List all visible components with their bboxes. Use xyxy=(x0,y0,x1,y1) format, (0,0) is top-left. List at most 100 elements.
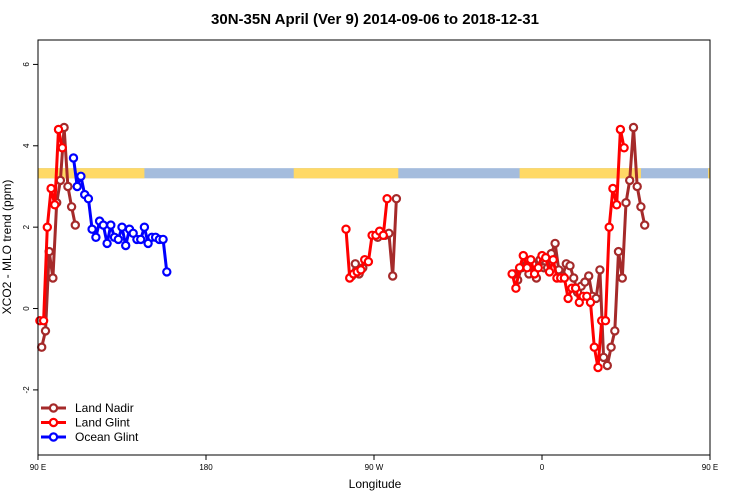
data-point xyxy=(533,263,544,273)
data-point xyxy=(518,250,529,261)
x-tick-label: 90 W xyxy=(365,463,384,472)
data-point xyxy=(76,171,86,181)
data-point xyxy=(55,175,66,186)
x-tick-label: 180 xyxy=(199,463,213,472)
data-point xyxy=(584,271,594,281)
x-axis-title: Longitude xyxy=(349,477,402,491)
data-point xyxy=(117,222,127,232)
data-point xyxy=(548,255,558,265)
data-point xyxy=(617,273,628,283)
x-tick-label: 90 E xyxy=(30,463,46,472)
y-tick-label: 0 xyxy=(22,306,31,311)
data-point xyxy=(621,197,631,208)
data-point xyxy=(50,200,60,210)
data-point xyxy=(341,224,351,234)
data-point xyxy=(550,238,560,249)
data-point xyxy=(615,124,626,135)
data-point xyxy=(91,232,101,242)
data-point xyxy=(544,267,555,277)
series-layer xyxy=(35,122,650,373)
data-point xyxy=(120,240,131,251)
data-point xyxy=(636,202,646,212)
data-point xyxy=(585,297,596,308)
data-point xyxy=(70,220,81,230)
data-point xyxy=(83,193,94,204)
data-point xyxy=(563,293,573,304)
y-axis: -2 0 2 4 6 xyxy=(22,62,38,394)
data-point xyxy=(53,124,64,135)
data-point xyxy=(63,181,73,192)
data-point xyxy=(632,181,642,192)
legend-marker xyxy=(48,432,59,442)
y-tick-label: 2 xyxy=(22,224,31,229)
data-point xyxy=(593,362,603,373)
data-point xyxy=(68,153,79,163)
data-point xyxy=(598,352,609,363)
data-point xyxy=(628,122,639,133)
y-tick-label: 6 xyxy=(22,62,31,67)
chart-title: 30N-35N April (Ver 9) 2014-09-06 to 2018… xyxy=(211,11,539,28)
data-point xyxy=(602,360,613,371)
land-band-segment xyxy=(708,168,710,179)
data-point xyxy=(378,230,388,240)
land-band-segment xyxy=(38,168,145,179)
data-point xyxy=(600,316,611,326)
data-point xyxy=(570,283,581,293)
data-point xyxy=(511,283,521,293)
data-point xyxy=(72,181,82,192)
series-land-glint xyxy=(35,124,629,373)
data-point xyxy=(113,234,124,245)
data-point xyxy=(522,263,532,273)
data-point xyxy=(507,269,517,279)
data-point xyxy=(613,246,624,257)
data-point xyxy=(57,143,68,153)
data-point xyxy=(610,326,620,336)
data-point xyxy=(612,200,622,210)
data-point xyxy=(391,193,402,204)
data-point xyxy=(356,265,366,275)
data-point xyxy=(569,273,579,283)
data-point xyxy=(640,220,650,230)
data-point xyxy=(98,220,109,230)
land-band-segment xyxy=(293,168,399,179)
data-point xyxy=(42,222,53,232)
data-point xyxy=(595,265,605,275)
data-point xyxy=(625,175,635,186)
x-axis: 90 E 180 90 W 0 90 E xyxy=(30,455,718,472)
land-ocean-band xyxy=(38,168,710,179)
data-point xyxy=(589,342,600,352)
legend-label: Land Glint xyxy=(75,416,130,430)
y-tick-label: 4 xyxy=(22,143,31,148)
data-point xyxy=(135,234,146,245)
data-point xyxy=(139,222,150,232)
legend-label: Land Nadir xyxy=(75,401,134,415)
data-point xyxy=(40,326,51,336)
data-point xyxy=(559,273,570,283)
data-point xyxy=(162,267,172,277)
data-point xyxy=(66,202,77,212)
data-point xyxy=(541,253,551,263)
data-point xyxy=(363,257,374,267)
data-point xyxy=(608,183,618,194)
x-tick-label: 0 xyxy=(540,463,545,472)
data-point xyxy=(382,193,392,204)
data-point xyxy=(350,259,360,269)
data-point xyxy=(87,224,97,234)
data-point xyxy=(37,342,47,352)
series-ocean-glint xyxy=(68,153,172,277)
y-tick-label: -2 xyxy=(22,386,31,394)
land-band-segment xyxy=(519,168,641,179)
x-tick-label: 90 E xyxy=(702,463,718,472)
legend-label: Ocean Glint xyxy=(75,430,139,444)
data-point xyxy=(106,220,116,230)
data-point xyxy=(158,234,168,245)
data-point xyxy=(604,222,614,232)
legend-marker xyxy=(48,403,59,413)
data-point xyxy=(565,261,575,271)
data-point xyxy=(48,273,58,283)
data-point xyxy=(46,183,56,194)
data-point xyxy=(526,255,536,265)
legend-marker xyxy=(48,417,59,428)
